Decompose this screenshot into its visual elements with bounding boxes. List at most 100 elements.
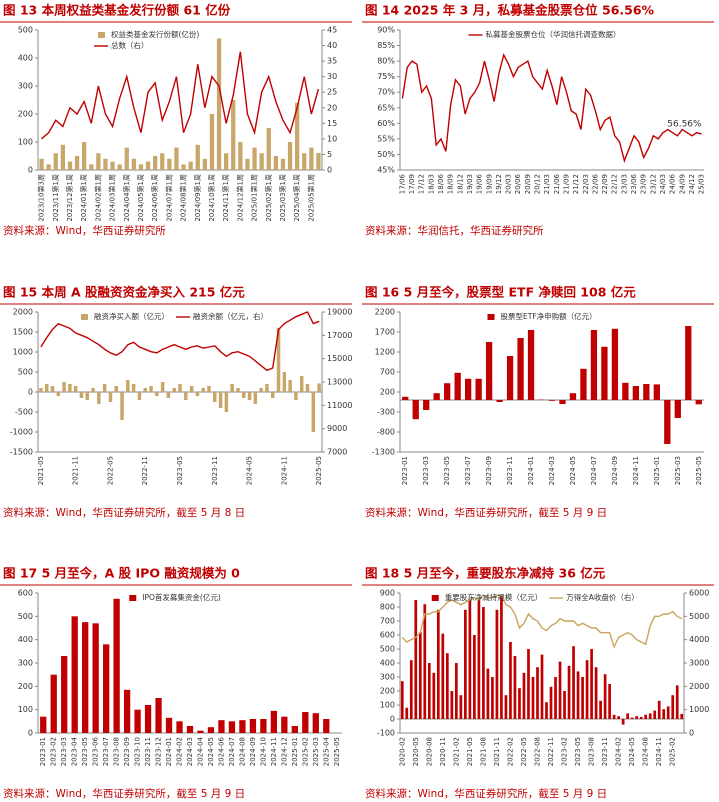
x-tick-label: 2024-08 [642, 737, 650, 766]
bar [144, 705, 152, 733]
legend-label: 融资余额（亿元，右） [193, 311, 268, 321]
x-tick-label: 2023-02 [50, 737, 58, 766]
bar [82, 622, 89, 733]
bar [56, 392, 61, 396]
legend-label: 融资净买入额（亿元） [94, 311, 169, 321]
bar [612, 714, 616, 719]
bar [216, 38, 222, 171]
bar [134, 709, 141, 733]
bar [491, 677, 494, 719]
bar [517, 338, 524, 400]
x-tick-label: 22/03 [582, 174, 590, 194]
bar [305, 384, 310, 392]
bar [201, 388, 205, 392]
y-tick-label: 400 [18, 635, 33, 644]
bar [82, 142, 87, 170]
x-tick-label: 2025/02第1周 [264, 174, 273, 222]
legend-swatch [431, 595, 439, 601]
bar [608, 684, 611, 719]
bar [295, 102, 300, 170]
bar [113, 598, 120, 733]
x-tick-label: 2024-04 [196, 736, 204, 766]
legend-label: 私募基金股票仓位（华润信托调查数据） [486, 29, 621, 39]
bar [62, 382, 66, 392]
y2-tick-label: 45 [327, 26, 337, 35]
bar [126, 380, 130, 392]
bar [554, 677, 557, 719]
y2-tick-label: 25 [327, 88, 337, 97]
bar [218, 392, 223, 408]
x-tick-label: 2023/10第3周 [37, 174, 46, 222]
bar [60, 144, 65, 170]
bar [312, 713, 319, 733]
legend-swatch [98, 32, 105, 38]
bar [409, 660, 413, 719]
bar [186, 726, 194, 733]
bar [195, 392, 200, 396]
y-tick-label: 1700 [375, 328, 395, 337]
x-tick-label: 2023-04 [71, 736, 79, 766]
bar [218, 720, 225, 733]
y-tick-label: 100 [18, 138, 33, 147]
y-tick-label: 400 [380, 659, 395, 668]
y-tick-label: 65% [377, 103, 395, 112]
bar [580, 368, 587, 400]
x-tick-label: 2023-03 [60, 737, 68, 766]
bar [423, 400, 430, 410]
y-tick-label: 0 [28, 729, 33, 738]
legend-swatch [81, 314, 88, 320]
bar [276, 328, 281, 392]
bar [506, 356, 514, 400]
bar [680, 713, 684, 719]
x-tick-label: 2023-02 [561, 737, 569, 766]
bar [323, 719, 330, 733]
legend-label: 重要股东净减持规模（亿元） [445, 592, 543, 602]
x-tick-label: 2024-09 [249, 737, 257, 766]
bar [653, 710, 657, 719]
bar [166, 392, 171, 398]
bar [230, 384, 234, 392]
bar [270, 710, 278, 733]
x-tick-label: 2024/10第1周 [207, 174, 216, 222]
bar [236, 388, 240, 392]
y-tick-label: 90% [377, 26, 395, 35]
bar [61, 656, 68, 733]
x-tick-label: 2021-11 [72, 456, 80, 485]
bar [178, 384, 182, 392]
bar [569, 393, 577, 400]
x-tick-label: 2023-11 [601, 737, 609, 766]
x-tick-label: 2024-06 [217, 736, 225, 766]
bar [50, 386, 55, 392]
bar [685, 326, 692, 400]
bar [548, 400, 556, 401]
x-tick-label: 2024-11 [280, 456, 288, 485]
figure-source: 资料来源：Wind，华西证券研究所 [3, 224, 166, 237]
bar [207, 727, 215, 733]
bar [102, 644, 110, 733]
bar [149, 386, 153, 392]
y-tick-label: -500 [15, 408, 33, 417]
y-tick-label: 70% [377, 88, 395, 97]
figure-title: 图 16 5 月至今，股票型 ETF 净赎回 108 亿元 [365, 285, 636, 300]
bar [123, 689, 131, 733]
bar [549, 686, 553, 719]
line [401, 52, 702, 163]
x-tick-label: 2025-05 [315, 456, 323, 485]
y2-tick-label: 10 [327, 134, 337, 143]
y2-tick-label: 15 [327, 119, 337, 128]
bar [245, 158, 250, 170]
x-tick-label: 2024-07 [590, 456, 598, 485]
x-tick-label: 2023-11 [144, 737, 152, 766]
bar [495, 609, 499, 719]
figure-source: 资料来源：Wind，华西证券研究所，截至 5 月 9 日 [365, 506, 607, 519]
x-tick-label: 2025-02 [669, 737, 677, 766]
bar [567, 665, 571, 719]
x-tick-label: 2021-08 [479, 737, 487, 766]
bar [611, 328, 619, 400]
bar [601, 346, 608, 400]
bar [249, 719, 257, 733]
x-tick-label: 2024-03 [186, 737, 194, 766]
bar [450, 691, 454, 719]
y2-tick-label: 2000 [689, 682, 709, 691]
x-tick-label: 24/03 [659, 174, 667, 194]
